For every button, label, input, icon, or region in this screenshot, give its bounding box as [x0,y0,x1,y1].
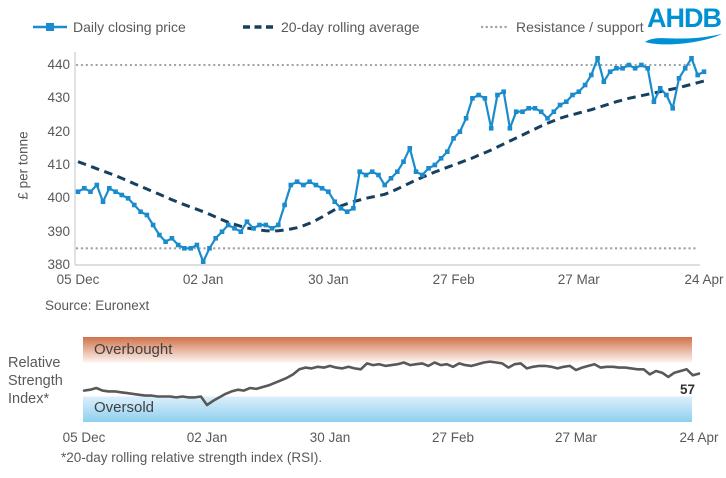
price-x-tick-label: 05 Dec [56,272,100,287]
y-tick-label: 390 [47,223,70,239]
rsi-x-tick-label: 24 Apr [679,430,719,445]
line-marker-sample-icon [33,23,67,31]
rsi-x-tick-label: 27 Feb [431,430,475,445]
legend-item-rolling-average: 20-day rolling average [243,19,420,35]
y-tick-label: 400 [47,190,70,206]
y-tick-label: 440 [47,57,70,72]
rsi-footnote: *20-day rolling relative strength index … [61,450,323,465]
source-note: Source: Euronext [45,298,150,313]
price-x-tick-label: 27 Feb [432,272,475,287]
y-tick-label: 380 [47,257,70,272]
daily-price-markers [75,56,707,264]
rolling-average-line [77,79,705,233]
overbought-band [83,337,692,363]
legend-item-daily-closing-price: Daily closing price [33,19,186,35]
rsi-x-tick-label: 27 Mar [554,430,598,445]
legend-label: Resistance / support [516,19,644,35]
rsi-line [82,360,701,407]
ahdb-logo-text: AHDB [647,3,722,33]
rsi-latest-value: 57 [680,382,696,397]
price-x-tick-label: 02 Jan [182,272,224,287]
rsi-x-tick-label: 30 Jan [309,430,351,445]
y-tick-label: 410 [47,157,70,172]
price-x-tick-label: 24 Apr [684,272,724,287]
rsi-x-tick-label: 02 Jan [186,430,228,445]
y-tick-label: 430 [47,90,70,106]
price-x-tick-label: 30 Jan [308,272,349,287]
daily-price-line [77,57,705,263]
legend-label: Daily closing price [73,19,186,35]
rsi-x-tick-label: 05 Dec [62,430,106,445]
oversold-band-label: Oversold [94,399,155,416]
legend-item-resistance-support: Resistance / support [481,19,644,35]
rsi-axis-label: Relative Strength Index* [8,355,63,407]
legend-label: 20-day rolling average [281,19,420,35]
overbought-band-label: Overbought [94,341,173,358]
y-tick-label: 420 [47,123,70,139]
oversold-band [83,396,692,422]
price-x-tick-label: 27 Mar [557,272,600,287]
ahdb-logo: AHDB [644,4,724,51]
dashed-line-sample-icon [243,25,275,29]
dotted-line-sample-icon [481,25,510,29]
ahdb-logo-wave-icon [645,34,722,45]
